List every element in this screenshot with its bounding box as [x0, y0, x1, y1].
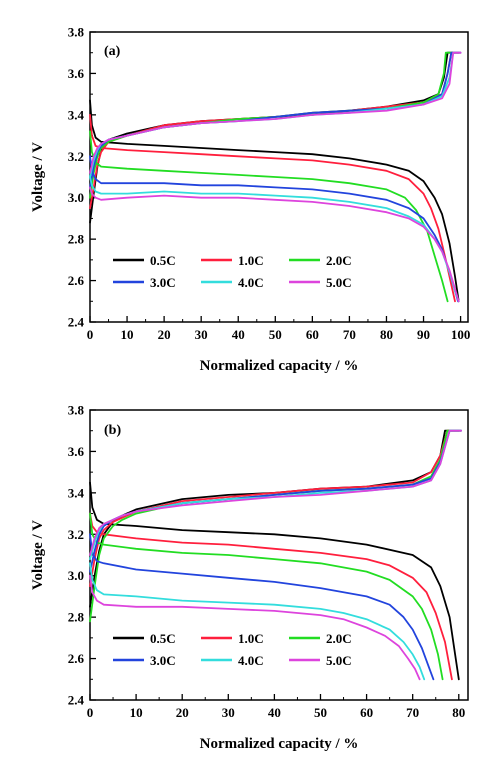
curves-b — [89, 429, 463, 681]
y-tick-label: 3.8 — [68, 25, 85, 40]
x-tick-label: 10 — [121, 327, 134, 342]
legend-a: 0.5C 1.0C 2.0C 3.0C 4.0C 5.0C — [113, 253, 352, 290]
y-axis-title-a: Voltage / V — [30, 142, 46, 212]
series-0-5C-discharge-line — [89, 481, 460, 681]
x-tick-label: 70 — [343, 327, 356, 342]
y-tick-label: 2.4 — [68, 693, 85, 708]
y-tick-label: 3.8 — [68, 403, 85, 418]
series-3-0C-discharge-line — [89, 533, 435, 681]
panel-label-a: (a) — [104, 44, 121, 59]
x-axis-title-a: Normalized capacity / % — [200, 358, 359, 374]
legend-b: 0.5C 1.0C 2.0C 3.0C 4.0C 5.0C — [113, 631, 352, 668]
y-tick-label: 3.2 — [68, 149, 84, 164]
panel-label-b: (b) — [104, 423, 121, 438]
series-5-0C-discharge-line — [89, 186, 460, 303]
x-tick-label: 40 — [268, 705, 281, 720]
series-5-0C-charge-line — [89, 51, 462, 174]
x-tick-label: 40 — [232, 327, 245, 342]
series-1-0C-charge-line — [89, 429, 463, 587]
x-tick-label: 100 — [451, 327, 471, 342]
x-tick-label: 60 — [360, 705, 373, 720]
x-tick-label: 80 — [452, 705, 465, 720]
series-0-5C-discharge-line — [89, 99, 460, 303]
x-tick-label: 90 — [417, 327, 430, 342]
series-3-0C-charge-line — [89, 51, 462, 189]
y-tick-label: 2.6 — [68, 273, 85, 288]
series-2-0C-discharge-line — [89, 130, 449, 303]
x-tick-label: 30 — [195, 327, 208, 342]
series-1-0C-discharge-line — [89, 114, 456, 303]
chart-panel-a: (a) Voltage / V Normalized capacity / % … — [30, 25, 470, 375]
x-tick-label: 20 — [176, 705, 189, 720]
series-0-5C-charge-line — [89, 429, 460, 608]
x-tick-label: 70 — [406, 705, 419, 720]
x-tick-label: 0 — [87, 705, 94, 720]
ticks-b: 0 10 20 30 40 50 60 70 80 2.4 2.6 2.8 3.0 3.2 3.4 3.6 3.… — [68, 403, 466, 721]
series-4-0C-discharge-line — [89, 176, 460, 303]
y-tick-label: 2.6 — [68, 651, 85, 666]
y-tick-label: 2.4 — [68, 315, 85, 330]
legend-label: 3.0C — [150, 275, 176, 290]
y-tick-label: 2.8 — [68, 232, 85, 247]
x-tick-label: 60 — [306, 327, 319, 342]
y-tick-label: 3.2 — [68, 527, 84, 542]
x-tick-label: 10 — [130, 705, 143, 720]
legend-label: 1.0C — [238, 253, 264, 268]
legend-label: 2.0C — [326, 631, 352, 646]
y-tick-label: 3.6 — [68, 66, 85, 81]
chart-panel-b: (b) Voltage / V Normalized capacity / % … — [30, 403, 469, 752]
legend-label: 5.0C — [326, 653, 352, 668]
series-5-0C-discharge-line — [89, 574, 421, 681]
x-tick-label: 30 — [222, 705, 235, 720]
y-tick-label: 3.0 — [68, 190, 84, 205]
series-2-0C-discharge-line — [89, 512, 444, 681]
y-tick-label: 3.0 — [68, 568, 84, 583]
y-tick-label: 3.4 — [68, 485, 85, 500]
series-5-0C-charge-line — [89, 429, 463, 556]
legend-label: 2.0C — [326, 253, 352, 268]
x-tick-label: 80 — [380, 327, 393, 342]
y-tick-label: 3.4 — [68, 107, 85, 122]
series-4-0C-discharge-line — [89, 562, 426, 681]
y-axis-title-b: Voltage / V — [30, 520, 46, 590]
x-tick-label: 0 — [87, 327, 94, 342]
series-1-0C-charge-line — [89, 51, 462, 210]
y-tick-label: 3.6 — [68, 444, 85, 459]
legend-label: 4.0C — [238, 275, 264, 290]
ticks-a: 0 10 20 30 40 50 60 70 80 90 100 2.4 2.6 2.8 3.0 3.2 3.4… — [68, 25, 471, 343]
x-tick-label: 50 — [314, 705, 327, 720]
legend-label: 5.0C — [326, 275, 352, 290]
legend-label: 1.0C — [238, 631, 264, 646]
x-tick-label: 20 — [158, 327, 171, 342]
series-3-0C-discharge-line — [89, 155, 459, 303]
y-tick-label: 2.8 — [68, 610, 85, 625]
legend-label: 0.5C — [150, 253, 176, 268]
legend-label: 4.0C — [238, 653, 264, 668]
legend-label: 3.0C — [150, 653, 176, 668]
x-tick-label: 50 — [269, 327, 282, 342]
curves-a — [89, 51, 462, 303]
legend-label: 0.5C — [150, 631, 176, 646]
series-2-0C-charge-line — [89, 51, 456, 199]
x-axis-title-b: Normalized capacity / % — [200, 736, 359, 752]
